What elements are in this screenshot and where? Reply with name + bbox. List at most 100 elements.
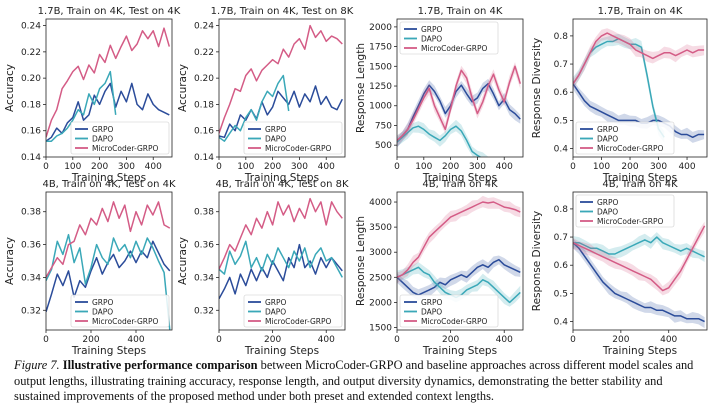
- legend-label: MicroCoder-GRPO: [265, 317, 332, 326]
- x-tick-label: 0: [216, 335, 222, 345]
- y-tick-label: 0.24: [194, 22, 214, 32]
- chart-title: 4B, Train on 4K, Test on 4K: [42, 179, 176, 190]
- chart-title: 4B, Train on 4K: [422, 179, 498, 190]
- x-tick-label: 200: [91, 162, 108, 172]
- legend-label: GRPO: [92, 125, 114, 134]
- chart-panel-6: 4B, Train on 4K, Test on 8K 0 200 400 0.32 0.…: [177, 179, 349, 357]
- series-group: [219, 197, 343, 300]
- y-tick-label: 0.34: [194, 273, 214, 283]
- axes-frame: [218, 191, 346, 331]
- series-group: [397, 62, 522, 157]
- series-line: [573, 236, 705, 258]
- series-line: [219, 240, 343, 278]
- chart-title: 1.7B, Train on 4K: [598, 6, 683, 17]
- series-line: [397, 125, 482, 157]
- y-tick-label: 0.7: [554, 60, 568, 70]
- y-tick-label: 1000: [369, 102, 392, 112]
- x-tick-label: 100: [415, 162, 432, 172]
- series-line: [46, 201, 171, 278]
- legend-label: MicroCoder-GRPO: [421, 317, 488, 326]
- y-axis-label: Accuracy: [177, 64, 189, 112]
- caption-text: between MicroCoder-GRPO and baseline app…: [14, 358, 694, 404]
- x-tick-label: 0: [394, 162, 400, 172]
- x-axis-label: Training Steps: [422, 345, 497, 357]
- series-group: [219, 24, 343, 142]
- y-axis-label: Accuracy: [177, 237, 189, 285]
- y-tick-label: 0.14: [21, 153, 41, 163]
- x-axis-label: Training Steps: [71, 345, 146, 357]
- legend-label: MicroCoder-GRPO: [421, 44, 488, 53]
- series-group: [46, 27, 171, 142]
- y-tick-label: 0.16: [194, 127, 214, 137]
- series-band: [397, 262, 521, 307]
- axes-frame: [45, 191, 173, 331]
- x-tick-label: 0: [216, 162, 222, 172]
- x-tick-label: 400: [660, 335, 677, 345]
- chart-panel-1: 1.7B, Train on 4K, Test on 4K 0 100 200 300 4…: [4, 6, 181, 184]
- chart-panel-5: 4B, Train on 4K, Test on 4K 0 200 400 0.32 0.…: [4, 179, 176, 357]
- x-tick-label: 200: [442, 335, 459, 345]
- y-tick-label: 4000: [369, 198, 392, 208]
- series-line: [219, 24, 343, 134]
- legend-label: MicroCoder-GRPO: [597, 144, 664, 153]
- y-tick-label: 2500: [369, 273, 392, 283]
- y-axis-label: Response Length: [355, 216, 367, 306]
- legend-box: [243, 294, 343, 328]
- x-tick-label: 400: [496, 162, 513, 172]
- x-tick-label: 100: [237, 162, 254, 172]
- x-tick-label: 200: [442, 162, 459, 172]
- series-band: [573, 232, 705, 262]
- x-tick-label: 200: [621, 162, 638, 172]
- y-tick-label: 1250: [369, 82, 392, 92]
- y-tick-label: 0.32: [194, 306, 214, 316]
- chart-title: 4B, Train on 4K: [602, 179, 678, 190]
- x-tick-label: 400: [318, 335, 335, 345]
- y-tick-label: 0.4: [554, 145, 569, 155]
- series-line: [46, 27, 171, 138]
- legend-label: GRPO: [92, 298, 114, 307]
- x-tick-label: 0: [570, 162, 576, 172]
- series-line: [397, 258, 521, 296]
- x-tick-label: 300: [650, 162, 667, 172]
- y-tick-label: 0.22: [21, 48, 41, 58]
- y-tick-label: 0.38: [21, 208, 41, 218]
- x-tick-label: 300: [291, 162, 308, 172]
- y-axis-label: Response Length: [355, 43, 367, 133]
- series-line: [573, 225, 706, 292]
- chart-panel-7: 4B, Train on 4K 0 200 400 1500 2000 2500 3000 35…: [355, 179, 524, 357]
- chart-panel-2: 1.7B, Train on 4K, Test on 8K 0 100 200 300 4…: [177, 6, 354, 184]
- series-line: [397, 82, 521, 143]
- chart-title: 4B, Train on 4K, Test on 8K: [215, 179, 349, 190]
- y-tick-label: 1500: [369, 323, 392, 333]
- x-tick-label: 100: [593, 162, 610, 172]
- series-band: [573, 28, 705, 91]
- legend-label: DAPO: [421, 307, 442, 316]
- y-tick-label: 0.5: [554, 116, 568, 126]
- legend-label: DAPO: [597, 134, 618, 143]
- legend-label: DAPO: [421, 34, 442, 43]
- legend-label: MicroCoder-GRPO: [92, 317, 159, 326]
- x-tick-label: 400: [318, 162, 335, 172]
- legend-box: [575, 194, 675, 228]
- chart-panel-8: 4B, Train on 4K 0 200 400 0.4 0.5 0.6 0.7 0.8 Tra…: [531, 179, 708, 357]
- y-tick-label: 0.14: [194, 153, 214, 163]
- x-tick-label: 400: [678, 162, 695, 172]
- legend-box: [243, 121, 343, 155]
- y-tick-label: 2000: [369, 23, 392, 33]
- x-tick-label: 400: [145, 162, 162, 172]
- y-tick-label: 0.18: [21, 100, 41, 110]
- legend-box: [575, 121, 675, 155]
- chart-title: 1.7B, Train on 4K, Test on 8K: [211, 6, 354, 17]
- x-tick-label: 400: [127, 335, 144, 345]
- y-tick-label: 0.6: [554, 88, 569, 98]
- y-tick-label: 0.34: [21, 273, 41, 283]
- series-group: [397, 195, 521, 307]
- y-tick-label: 0.36: [21, 241, 41, 251]
- figure-caption: Figure 7. Illustrative performance compa…: [14, 358, 710, 405]
- legend-label: GRPO: [597, 198, 619, 207]
- chart-panel-3: 1.7B, Train on 4K 0 100 200 300 400 500 750 1000…: [355, 6, 524, 184]
- y-tick-label: 0.24: [21, 22, 41, 32]
